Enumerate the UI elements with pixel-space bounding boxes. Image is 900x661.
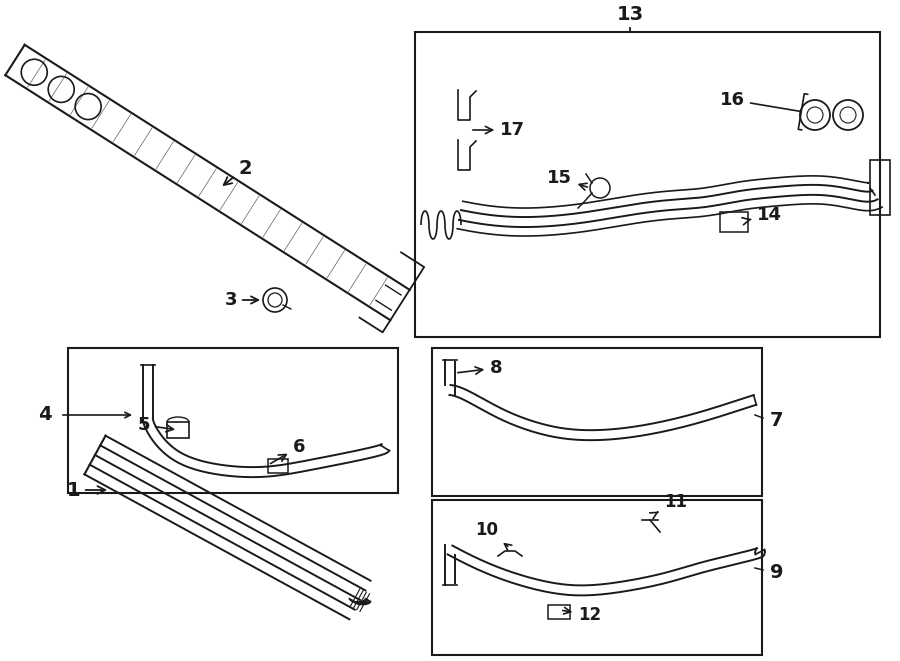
Text: 17: 17: [472, 121, 525, 139]
Text: 12: 12: [562, 606, 601, 624]
Text: 4: 4: [39, 405, 52, 424]
Text: 10: 10: [475, 521, 512, 551]
Text: 2: 2: [224, 159, 252, 185]
Bar: [167, 422, 189, 438]
Text: 13: 13: [616, 5, 643, 24]
Text: 5: 5: [138, 416, 174, 434]
Bar: [870, 160, 890, 215]
Bar: [548, 605, 570, 619]
Text: 1: 1: [67, 481, 105, 500]
Bar: [432, 500, 762, 655]
Text: 14: 14: [742, 206, 782, 225]
Bar: [432, 348, 762, 496]
Text: 15: 15: [547, 169, 588, 190]
Text: 11: 11: [650, 493, 687, 519]
Bar: [68, 348, 398, 493]
Text: 9: 9: [770, 563, 784, 582]
Bar: [268, 459, 288, 473]
Bar: [415, 32, 880, 337]
Text: 7: 7: [770, 410, 784, 430]
Text: 3: 3: [224, 291, 258, 309]
Text: 6: 6: [270, 438, 305, 463]
Text: 8: 8: [458, 359, 502, 377]
Text: 16: 16: [720, 91, 808, 130]
Bar: [720, 212, 748, 232]
